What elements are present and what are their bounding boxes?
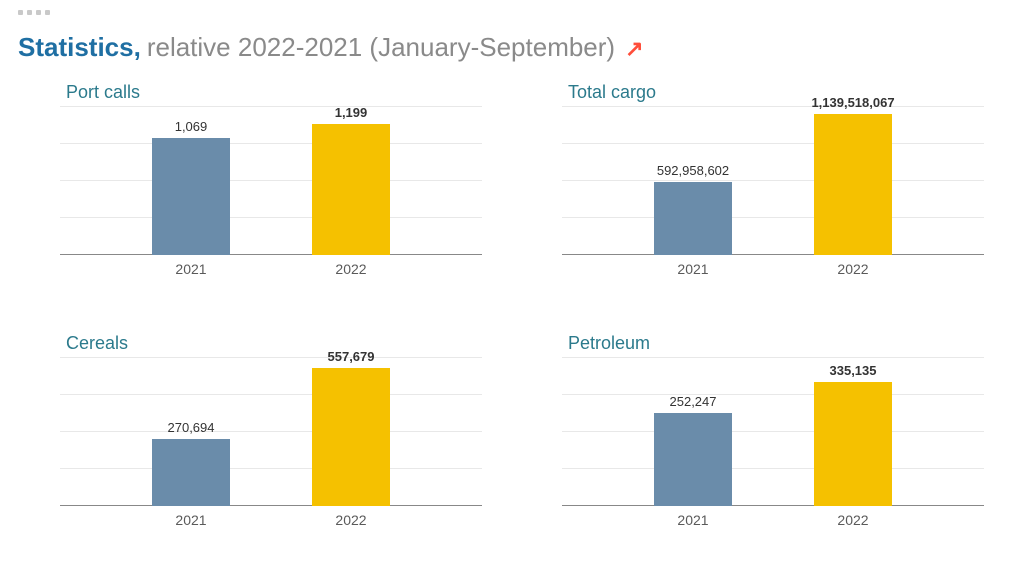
bar-value-label: 252,247 — [670, 394, 717, 409]
chart-area: 592,958,6021,139,518,067 2021 2022 — [562, 107, 984, 277]
page-title: Statistics, relative 2022-2021 (January-… — [18, 32, 644, 63]
bar-value-label: 270,694 — [168, 420, 215, 435]
x-label: 2022 — [311, 512, 391, 528]
bar-group: 592,958,602 — [653, 163, 733, 255]
chart-panel: Total cargo592,958,6021,139,518,06720212… — [562, 82, 984, 305]
bar — [654, 413, 732, 506]
bar — [312, 124, 390, 255]
x-label: 2022 — [311, 261, 391, 277]
x-label: 2022 — [813, 261, 893, 277]
trend-up-icon: ↗ — [625, 36, 643, 62]
decorative-dots — [18, 10, 50, 15]
x-label: 2021 — [653, 512, 733, 528]
bar — [814, 114, 892, 255]
chart-title: Cereals — [60, 333, 482, 354]
x-labels: 2021 2022 — [562, 261, 984, 277]
chart-panel: Cereals270,694557,67920212022 — [60, 333, 482, 556]
charts-grid: Port calls 1,069 1,199 2021 2022 Total cargo 5… — [60, 82, 984, 556]
bar-value-label: 557,679 — [328, 349, 375, 364]
bar-group: 1,139,518,067 — [813, 95, 893, 255]
bar — [312, 368, 390, 506]
x-label: 2021 — [653, 261, 733, 277]
bar-value-label: 592,958,602 — [657, 163, 729, 178]
bars-container: 592,958,6021,139,518,067 — [562, 107, 984, 255]
title-bold: Statistics, — [18, 32, 141, 63]
bars-container: 252,247 335,135 — [562, 358, 984, 506]
bar-value-label: 1,139,518,067 — [811, 95, 894, 110]
x-label: 2021 — [151, 512, 231, 528]
bar-group: 252,247 — [653, 394, 733, 506]
bar — [152, 138, 230, 255]
chart-title: Total cargo — [562, 82, 984, 103]
bar-group: 335,135 — [813, 363, 893, 506]
chart-title: Petroleum — [562, 333, 984, 354]
x-labels: 2021 2022 — [60, 512, 482, 528]
bar — [654, 182, 732, 255]
chart-panel: Petroleum 252,247 335,135 2021 2022 — [562, 333, 984, 556]
bars-container: 270,694557,679 — [60, 358, 482, 506]
chart-title: Port calls — [60, 82, 482, 103]
bar-group: 270,694 — [151, 420, 231, 506]
bar-value-label: 1,069 — [175, 119, 208, 134]
x-labels: 2021 2022 — [562, 512, 984, 528]
bar-group: 557,679 — [311, 349, 391, 506]
bars-container: 1,069 1,199 — [60, 107, 482, 255]
bar-value-label: 335,135 — [830, 363, 877, 378]
x-labels: 2021 2022 — [60, 261, 482, 277]
bar-group: 1,199 — [311, 105, 391, 255]
chart-area: 270,694557,679 2021 2022 — [60, 358, 482, 528]
title-rest: relative 2022-2021 (January-September) — [147, 32, 615, 63]
bar — [814, 382, 892, 506]
chart-area: 252,247 335,135 2021 2022 — [562, 358, 984, 528]
bar — [152, 439, 230, 506]
x-label: 2021 — [151, 261, 231, 277]
chart-panel: Port calls 1,069 1,199 2021 2022 — [60, 82, 482, 305]
chart-area: 1,069 1,199 2021 2022 — [60, 107, 482, 277]
x-label: 2022 — [813, 512, 893, 528]
bar-group: 1,069 — [151, 119, 231, 255]
bar-value-label: 1,199 — [335, 105, 368, 120]
